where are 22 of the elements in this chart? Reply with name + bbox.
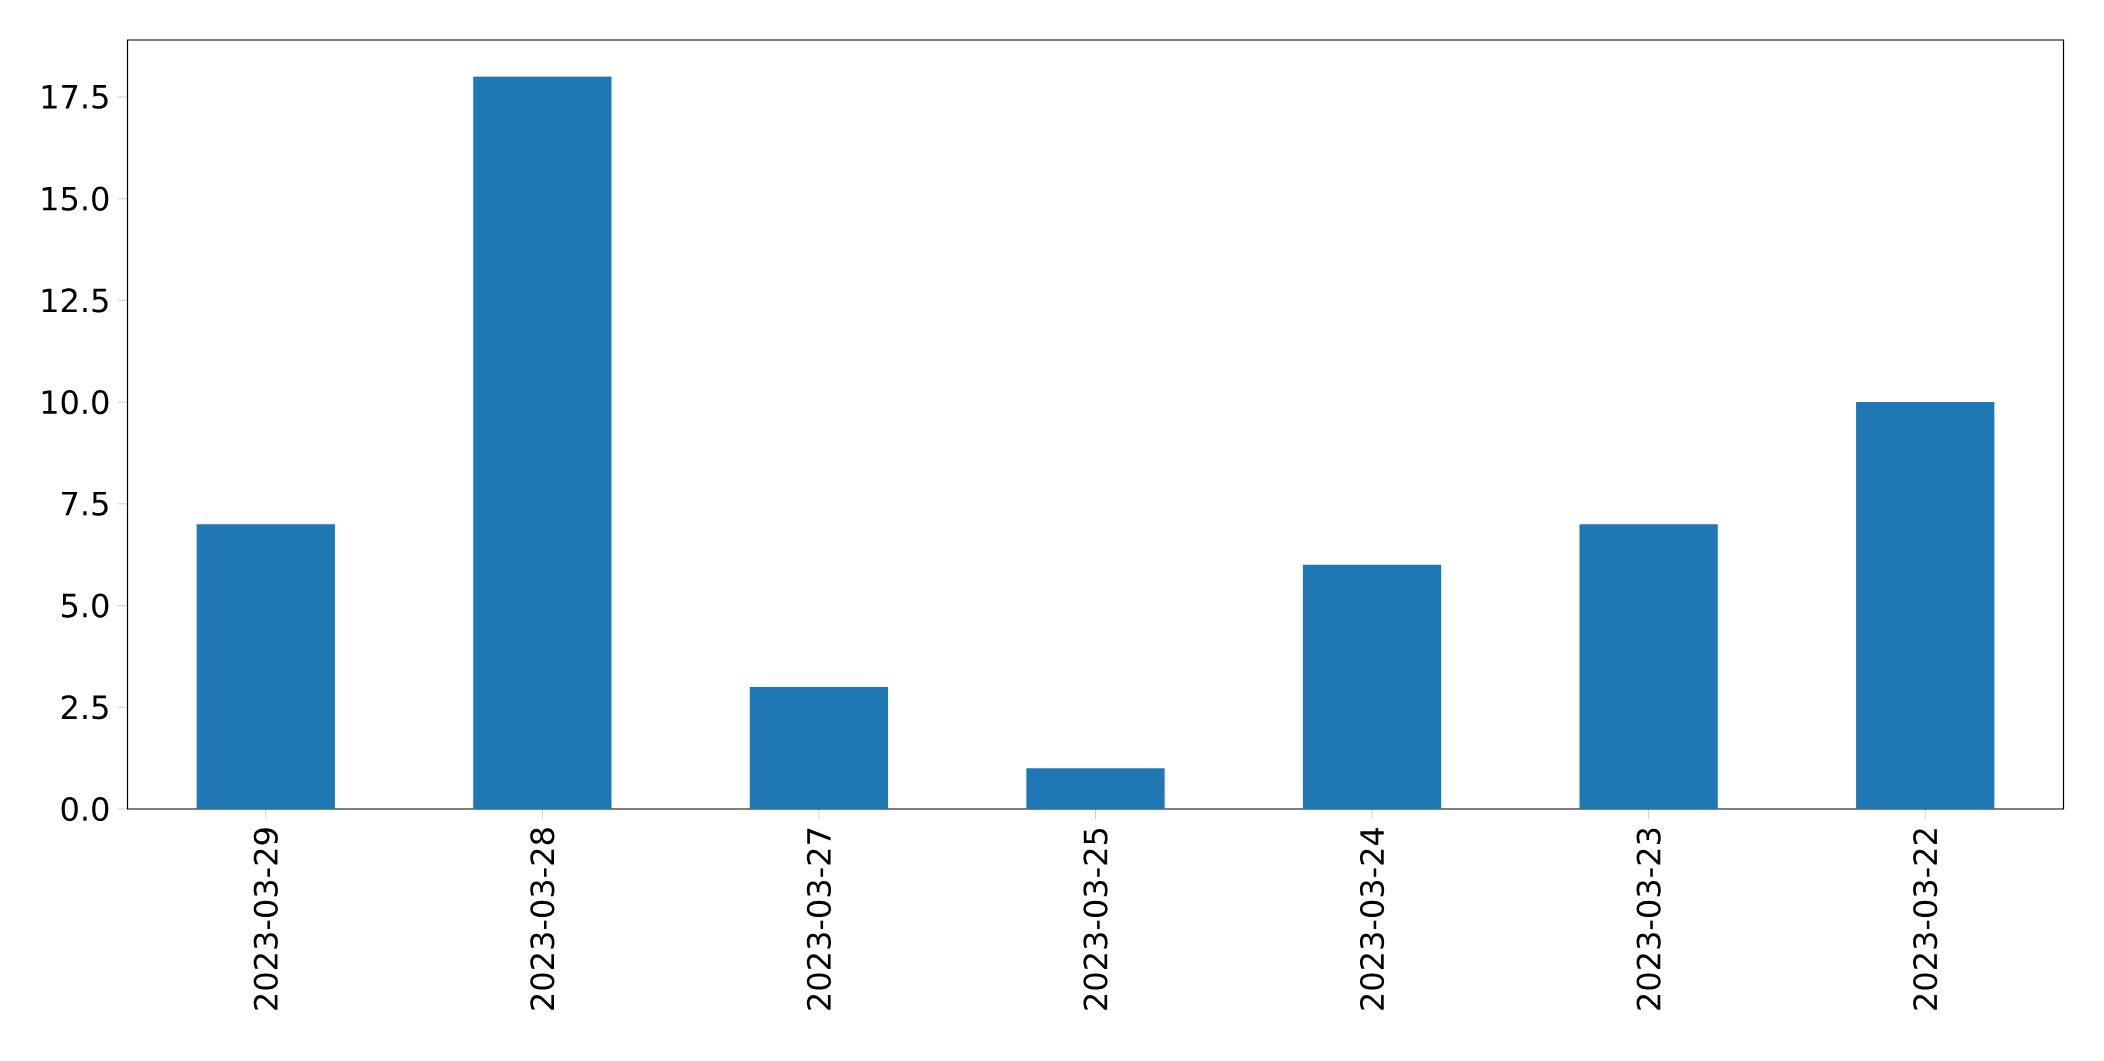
bar [1302, 564, 1442, 809]
x-tick-label: 2023-03-22 [1913, 829, 1938, 1010]
y-tick-label: 2.5 [61, 695, 108, 720]
x-tick-label: 2023-03-28 [530, 828, 555, 1010]
x-tick-label: 2023-03-27 [806, 828, 832, 1010]
y-tick-label: 17.5 [42, 85, 108, 109]
y-tick-label: 5.0 [62, 593, 109, 618]
x-tick-label: 2023-03-25 [1083, 828, 1108, 1010]
y-tick-label: 12.5 [42, 288, 108, 313]
bar [1856, 402, 1995, 809]
x-tick-label: 2023-03-23 [1636, 828, 1661, 1010]
x-tick-label: 2023-03-24 [1359, 827, 1385, 1010]
y-tick-label: 15.0 [42, 186, 109, 211]
bar [473, 76, 612, 809]
bar [749, 686, 889, 809]
y-tick-label: 0.0 [61, 796, 109, 822]
y-tick-label: 10.0 [42, 390, 109, 415]
bar [1026, 768, 1165, 809]
bar [1579, 524, 1718, 809]
x-tick-label: 2023-03-29 [253, 828, 278, 1010]
bar [196, 524, 335, 809]
y-tick-label: 7.5 [62, 491, 108, 516]
